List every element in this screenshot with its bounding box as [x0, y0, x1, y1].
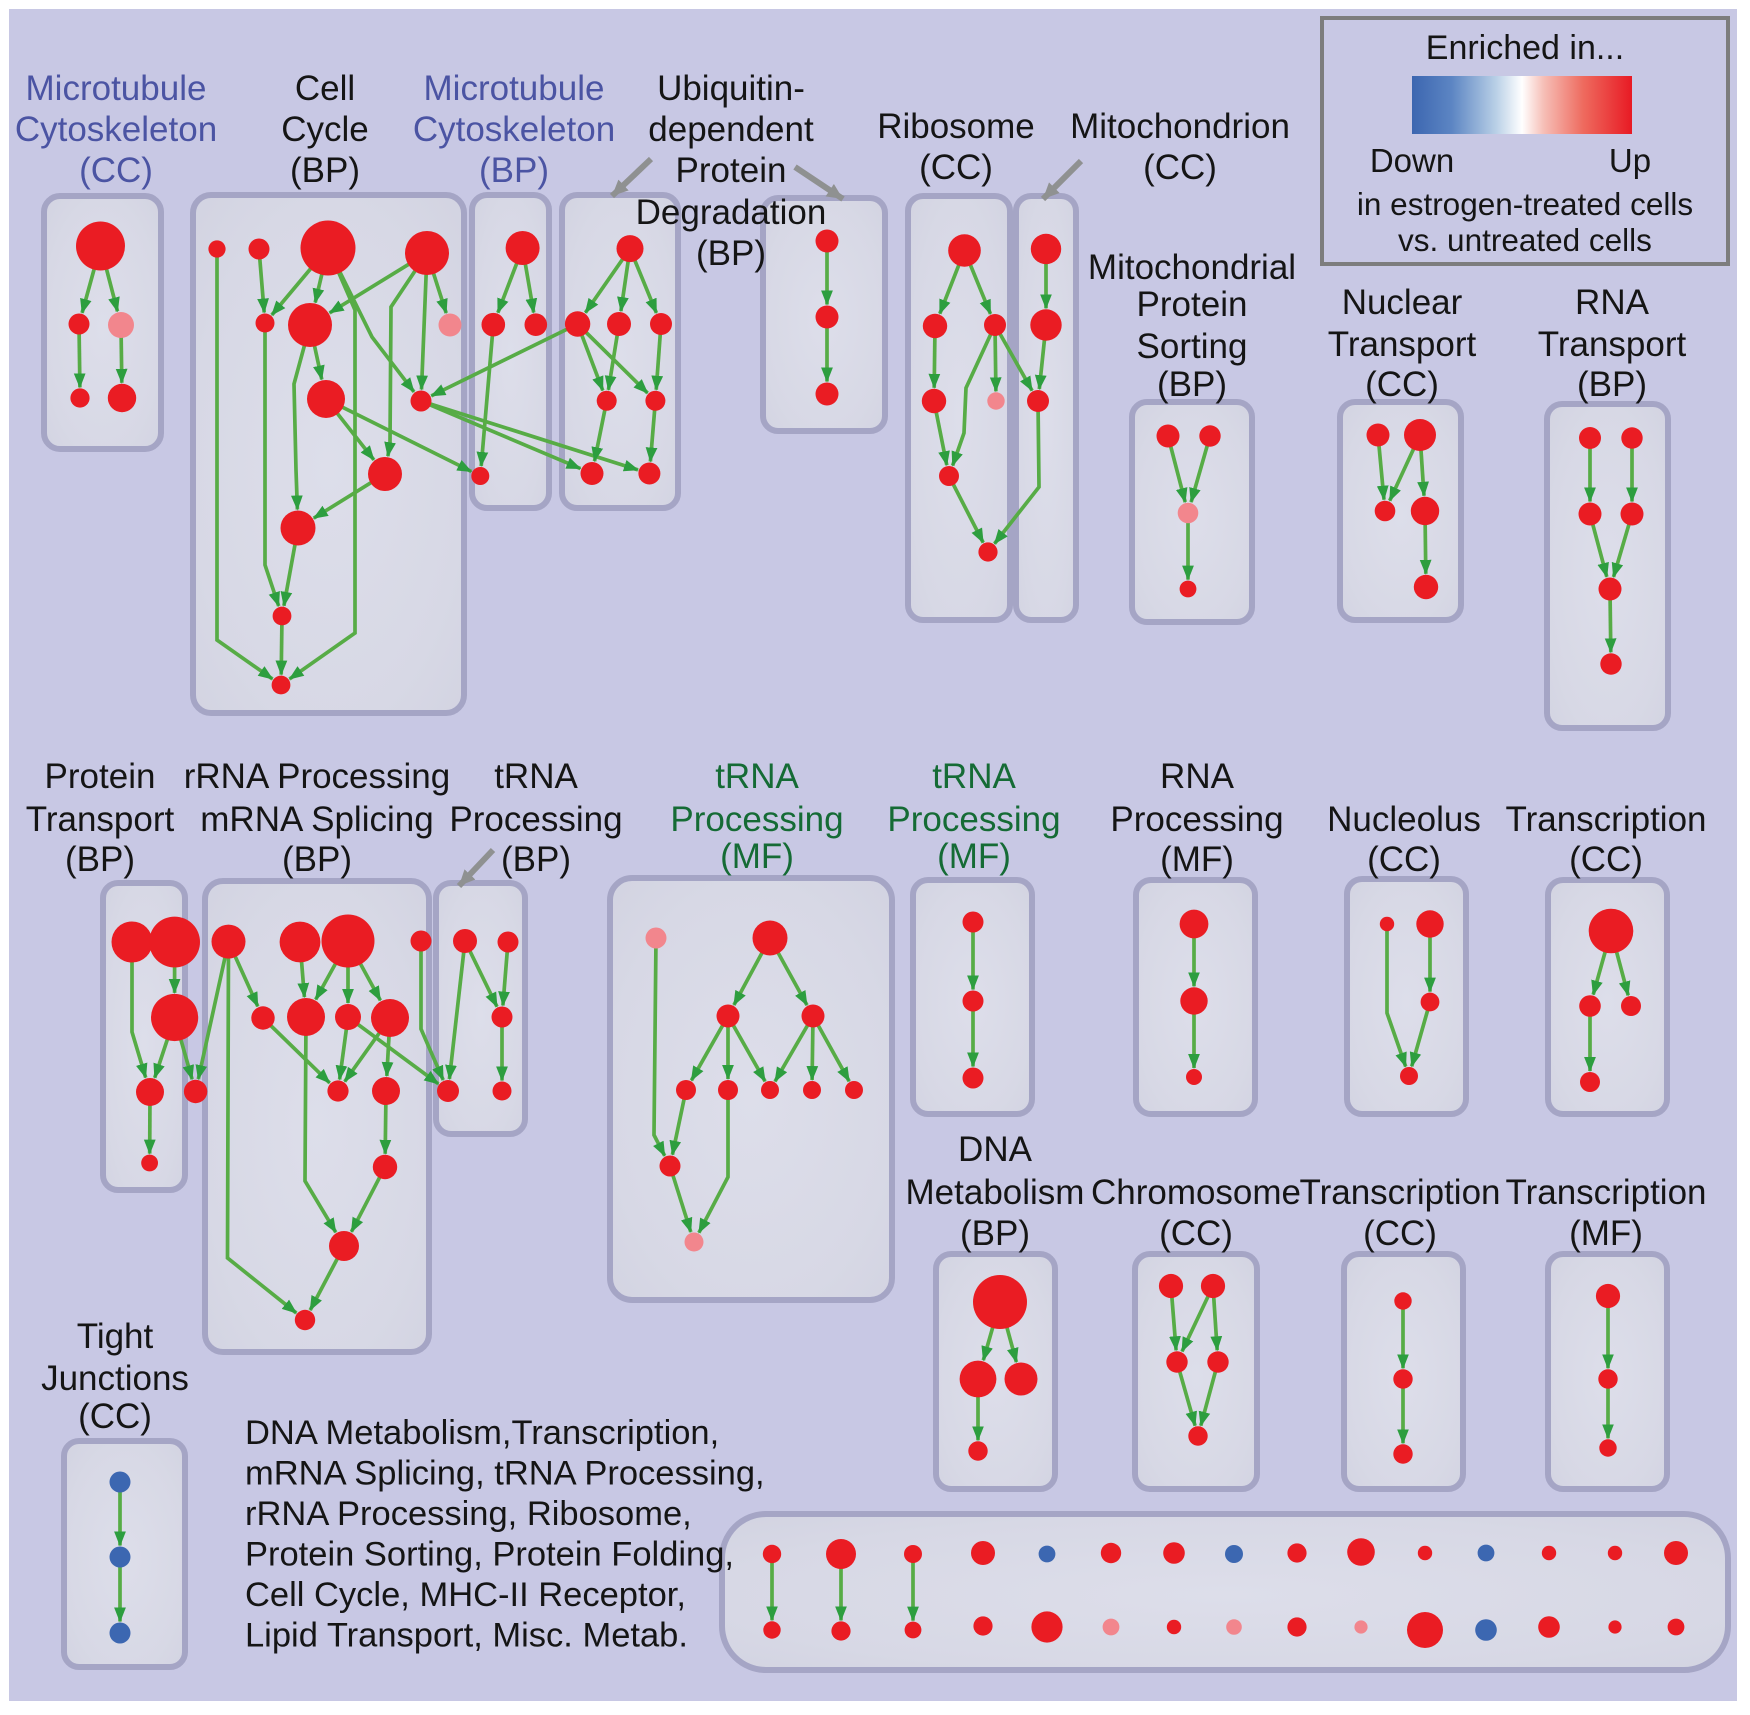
svg-text:DNA Metabolism,Transcription,: DNA Metabolism,Transcription, — [245, 1414, 719, 1452]
svg-text:rRNA Processing, Ribosome,: rRNA Processing, Ribosome, — [245, 1495, 692, 1533]
svg-text:(CC): (CC) — [1143, 148, 1217, 187]
svg-text:Ribosome: Ribosome — [877, 107, 1035, 146]
svg-text:(BP): (BP) — [501, 840, 571, 879]
svg-text:Nucleolus: Nucleolus — [1327, 800, 1481, 839]
svg-text:Junctions: Junctions — [41, 1359, 189, 1398]
svg-text:(BP): (BP) — [1577, 365, 1647, 404]
svg-text:(CC): (CC) — [78, 1397, 152, 1436]
svg-text:(CC): (CC) — [1363, 1214, 1437, 1253]
svg-text:(BP): (BP) — [960, 1214, 1030, 1253]
svg-text:Cycle: Cycle — [281, 110, 369, 149]
svg-text:Protein: Protein — [1137, 285, 1248, 324]
svg-text:(CC): (CC) — [1159, 1214, 1233, 1253]
svg-text:tRNA: tRNA — [715, 757, 799, 796]
svg-text:Sorting: Sorting — [1137, 327, 1248, 366]
svg-text:in estrogen-treated cells: in estrogen-treated cells — [1357, 186, 1693, 222]
svg-text:Protein Sorting, Protein Foldi: Protein Sorting, Protein Folding, — [245, 1536, 734, 1574]
svg-text:Processing: Processing — [1110, 800, 1283, 839]
svg-text:Down: Down — [1370, 142, 1454, 179]
svg-text:Transport: Transport — [1328, 325, 1477, 364]
svg-text:Microtubule: Microtubule — [26, 69, 207, 108]
svg-text:Mitochondrial: Mitochondrial — [1088, 248, 1296, 287]
svg-text:(BP): (BP) — [290, 151, 360, 190]
svg-text:DNA: DNA — [958, 1130, 1033, 1169]
svg-text:RNA: RNA — [1575, 283, 1650, 322]
svg-text:vs. untreated cells: vs. untreated cells — [1398, 222, 1652, 258]
svg-text:(BP): (BP) — [65, 840, 135, 879]
svg-text:Microtubule: Microtubule — [424, 69, 605, 108]
svg-text:tRNA: tRNA — [494, 757, 578, 796]
svg-text:Mitochondrion: Mitochondrion — [1070, 107, 1290, 146]
svg-text:Ubiquitin-: Ubiquitin- — [657, 69, 805, 108]
svg-text:Cell Cycle, MHC-II Receptor,: Cell Cycle, MHC-II Receptor, — [245, 1576, 686, 1614]
svg-text:(CC): (CC) — [1569, 840, 1643, 879]
svg-text:Protein: Protein — [45, 757, 156, 796]
svg-text:(CC): (CC) — [1367, 840, 1441, 879]
svg-text:tRNA: tRNA — [932, 757, 1016, 796]
svg-text:(BP): (BP) — [1157, 365, 1227, 404]
svg-text:(MF): (MF) — [937, 837, 1011, 876]
svg-text:(MF): (MF) — [720, 837, 794, 876]
svg-text:RNA: RNA — [1160, 757, 1235, 796]
svg-text:Cell: Cell — [295, 69, 355, 108]
svg-text:mRNA Splicing, tRNA Processing: mRNA Splicing, tRNA Processing, — [245, 1455, 765, 1493]
svg-text:Degradation: Degradation — [636, 193, 827, 232]
svg-text:Transport: Transport — [26, 800, 175, 839]
svg-text:Transcription: Transcription — [1506, 800, 1707, 839]
svg-text:Transcription: Transcription — [1506, 1173, 1707, 1212]
svg-text:Metabolism: Metabolism — [906, 1173, 1085, 1212]
svg-text:(CC): (CC) — [1365, 365, 1439, 404]
svg-text:(CC): (CC) — [79, 151, 153, 190]
svg-text:Lipid Transport, Misc. Metab.: Lipid Transport, Misc. Metab. — [245, 1617, 688, 1655]
svg-text:Processing: Processing — [887, 800, 1060, 839]
svg-text:Protein: Protein — [676, 151, 787, 190]
svg-text:Processing: Processing — [449, 800, 622, 839]
svg-text:Chromosome: Chromosome — [1091, 1173, 1301, 1212]
svg-text:Cytoskeleton: Cytoskeleton — [15, 110, 217, 149]
svg-text:Processing: Processing — [670, 800, 843, 839]
svg-text:Nuclear: Nuclear — [1342, 283, 1463, 322]
svg-text:Enriched in...: Enriched in... — [1426, 29, 1624, 67]
svg-text:rRNA Processing: rRNA Processing — [184, 757, 450, 796]
svg-text:mRNA Splicing: mRNA Splicing — [200, 800, 433, 839]
svg-text:Tight: Tight — [77, 1317, 154, 1356]
svg-text:(MF): (MF) — [1160, 840, 1234, 879]
svg-text:Cytoskeleton: Cytoskeleton — [413, 110, 615, 149]
svg-text:(MF): (MF) — [1569, 1214, 1643, 1253]
svg-text:Transport: Transport — [1538, 325, 1687, 364]
svg-text:(BP): (BP) — [696, 234, 766, 273]
svg-text:(BP): (BP) — [479, 151, 549, 190]
svg-text:Up: Up — [1609, 142, 1651, 179]
svg-text:Transcription: Transcription — [1300, 1173, 1501, 1212]
svg-text:(BP): (BP) — [282, 840, 352, 879]
svg-text:dependent: dependent — [648, 110, 814, 149]
svg-text:(CC): (CC) — [919, 148, 993, 187]
